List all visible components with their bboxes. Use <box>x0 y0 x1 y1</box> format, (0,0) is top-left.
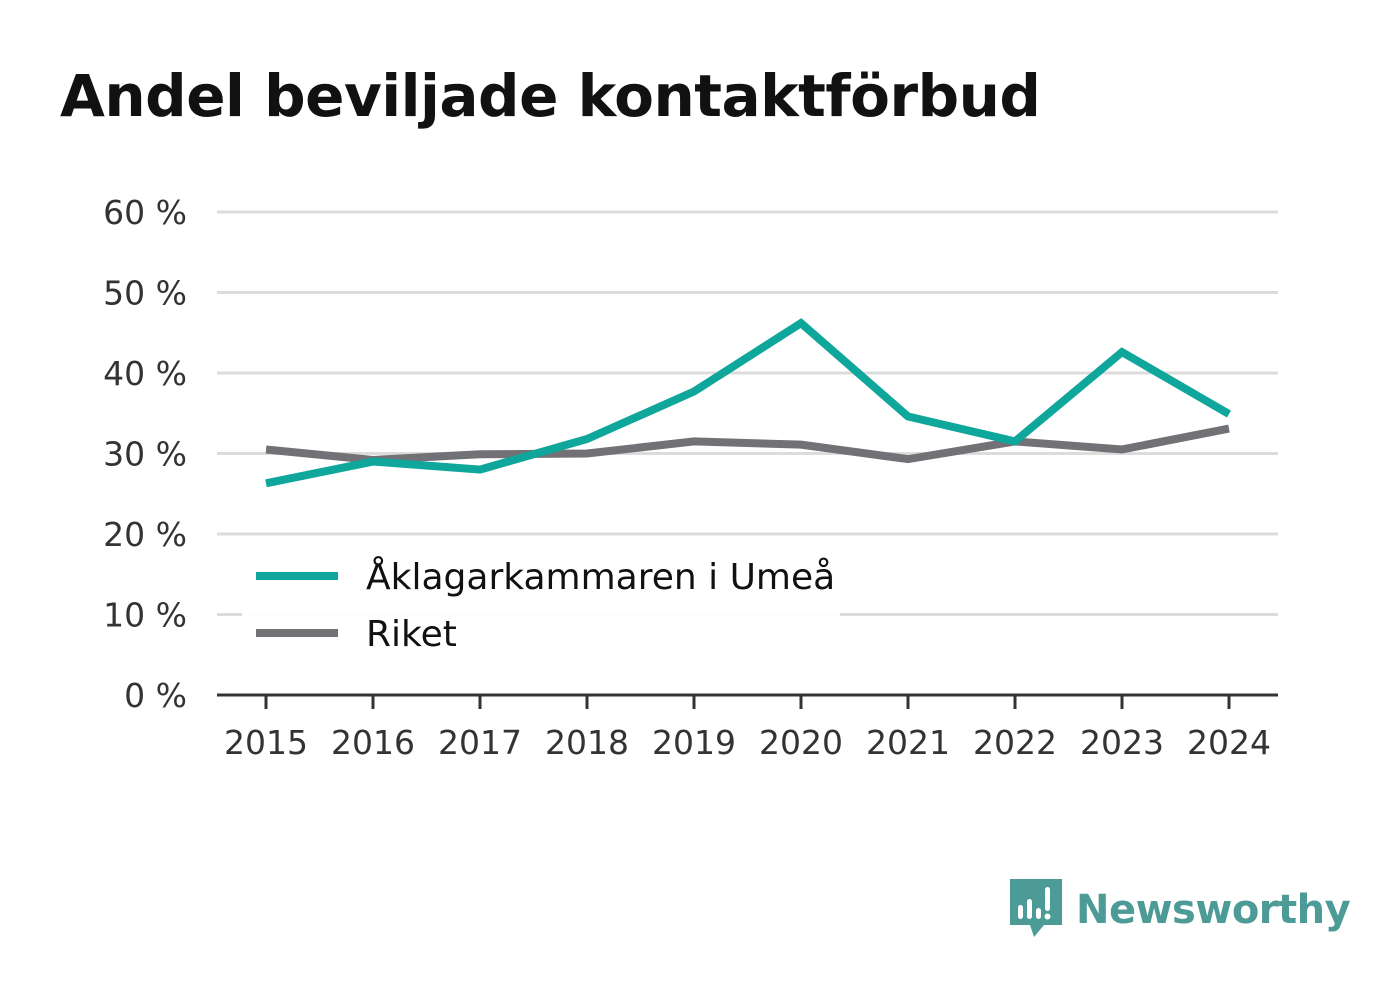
x-tick-label: 2018 <box>545 723 629 762</box>
x-tick-label: 2015 <box>224 723 308 762</box>
x-tick-label: 2020 <box>759 723 843 762</box>
x-tick-label: 2023 <box>1080 723 1164 762</box>
legend: Åklagarkammaren i Umeå Riket <box>256 555 835 655</box>
bar-chart-speech-bubble-icon <box>1010 879 1062 937</box>
x-tick-label: 2016 <box>331 723 415 762</box>
brand-name: Newsworthy <box>1076 887 1351 933</box>
legend-label: Riket <box>366 614 457 655</box>
x-axis-ticks: 2015 2016 2017 2018 2019 2020 2021 2022 2023 2024 <box>224 695 1271 762</box>
y-tick-label: 20 % <box>103 515 187 554</box>
y-axis-ticks: 0 % 10 % 20 % 30 % 40 % 50 % 60 % <box>103 193 187 715</box>
series-line--klagarkammaren-i-ume- <box>265 318 1232 488</box>
y-tick-label: 10 % <box>103 596 187 635</box>
x-tick-label: 2017 <box>438 723 522 762</box>
y-tick-label: 30 % <box>103 435 187 474</box>
legend-label: Åklagarkammaren i Umeå <box>366 555 835 598</box>
x-tick-label: 2024 <box>1187 723 1271 762</box>
newsworthy-logo: Newsworthy <box>1010 878 1351 942</box>
chart-title: Andel beviljade kontaktförbud <box>60 62 1041 130</box>
y-tick-label: 50 % <box>103 274 187 313</box>
y-tick-label: 40 % <box>103 354 187 393</box>
y-tick-label: 60 % <box>103 193 187 232</box>
series-layer <box>265 318 1232 488</box>
x-tick-label: 2021 <box>866 723 950 762</box>
y-tick-label: 0 % <box>124 676 187 715</box>
legend-background <box>242 545 840 660</box>
x-tick-label: 2019 <box>652 723 736 762</box>
x-tick-label: 2022 <box>973 723 1057 762</box>
series-line-riket <box>265 424 1230 464</box>
